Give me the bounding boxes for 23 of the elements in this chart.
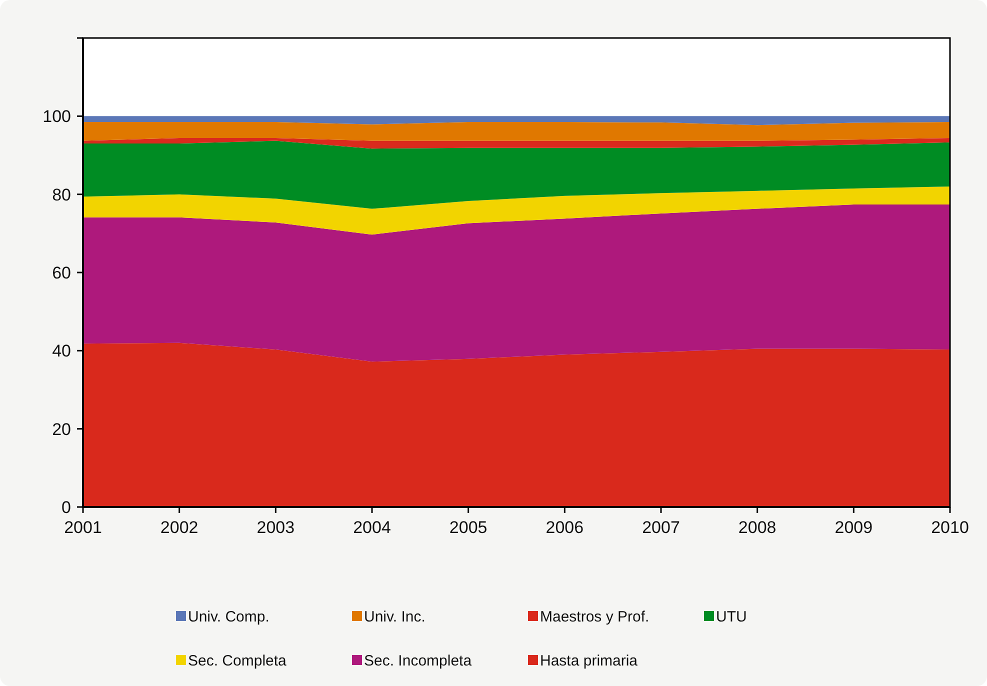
y-tick-label: 100 (42, 107, 71, 126)
legend-label: Univ. Comp. (188, 608, 270, 626)
x-tick-label: 2004 (353, 518, 391, 537)
y-tick-label: 60 (52, 263, 71, 282)
x-tick-label: 2008 (738, 518, 776, 537)
legend-label: Univ. Inc. (364, 608, 426, 626)
x-tick-label: 2001 (64, 518, 102, 537)
y-tick-label: 40 (52, 342, 71, 361)
x-tick-label: 2007 (642, 518, 680, 537)
x-tick-label: 2009 (834, 518, 873, 537)
x-tick-label: 2006 (546, 518, 584, 537)
y-tick-label: 80 (52, 185, 71, 204)
legend-label: Maestros y Prof. (540, 608, 650, 626)
y-tick-label: 0 (62, 498, 71, 517)
legend-label: UTU (716, 608, 747, 626)
y-tick-label: 20 (52, 420, 71, 439)
legend-label: Hasta primaria (540, 652, 638, 670)
x-tick-label: 2002 (160, 518, 198, 537)
x-tick-label: 2003 (256, 518, 295, 537)
x-tick-label: 2010 (931, 518, 969, 537)
legend-label: Sec. Incompleta (364, 652, 472, 670)
x-tick-label: 2005 (449, 518, 488, 537)
legend-label: Sec. Completa (188, 652, 288, 670)
